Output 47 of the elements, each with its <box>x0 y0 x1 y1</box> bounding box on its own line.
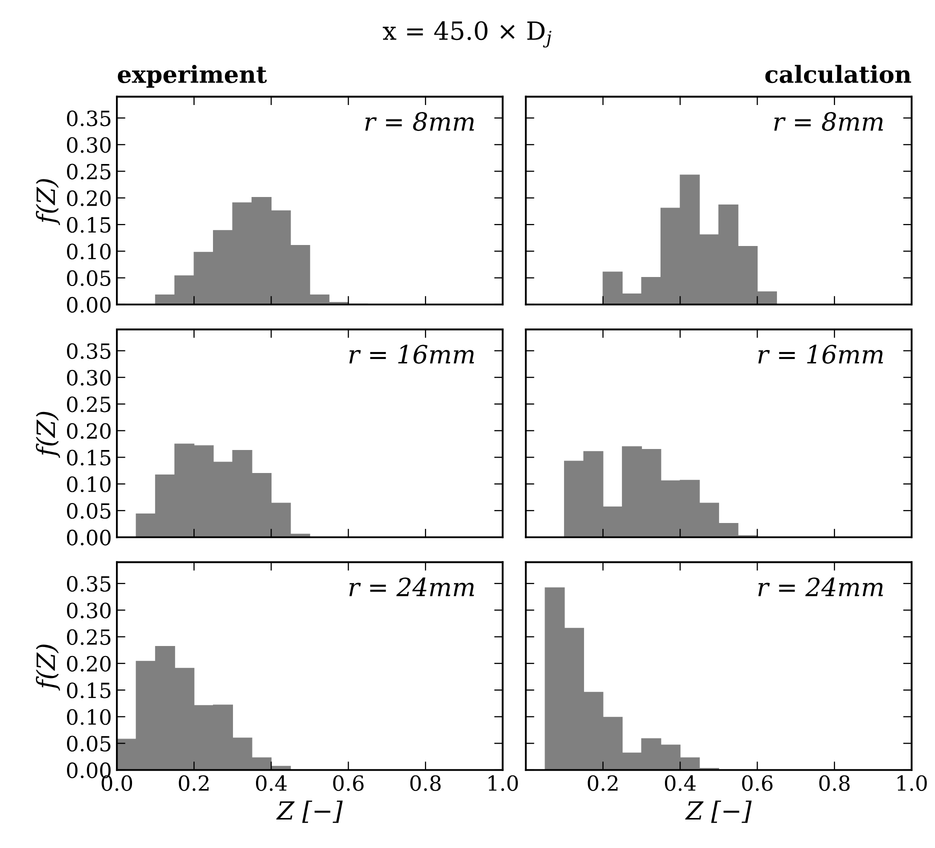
y-tick-label: 0.20 <box>67 423 111 439</box>
y-tick-label: 0.35 <box>67 110 110 126</box>
y-tick-label: 0.05 <box>67 736 110 752</box>
annotation: r = 16mm <box>758 344 883 364</box>
annotation: r = 24mm <box>758 578 883 596</box>
chart-subtitle: calculation <box>765 64 912 84</box>
y-axis-title: f(Z) <box>36 179 60 226</box>
y-tick-label: 0.10 <box>67 709 111 725</box>
chart-subtitle: experiment <box>118 64 267 88</box>
annotation: r = 16mm <box>349 344 474 364</box>
y-tick-label: 0.25 <box>67 164 110 180</box>
x-tick-label: 0.4 <box>256 775 287 791</box>
y-tick-label: 0.05 <box>67 270 110 286</box>
y-tick-label: 0.10 <box>67 244 111 260</box>
y-tick-label: 0.25 <box>67 396 110 412</box>
y-tick-label: 0.30 <box>67 602 111 618</box>
y-tick-label: 0.20 <box>67 190 111 206</box>
x-axis-title: Z [−] <box>276 800 343 823</box>
y-axis-title: f(Z) <box>36 644 60 691</box>
annotation: r = 8mm <box>774 112 883 131</box>
chart-title: x = 45.0 × D$_{j}$ <box>382 21 552 48</box>
x-tick-label: 0.4 <box>664 775 696 791</box>
y-tick-label: 0.15 <box>67 682 110 698</box>
x-tick-label: 1.0 <box>898 775 927 791</box>
y-tick-label: 0.15 <box>67 217 110 233</box>
x-axis-title: Z [−] <box>685 800 752 823</box>
y-tick-label: 0.10 <box>67 476 111 492</box>
annotation: r = 24mm <box>349 578 474 596</box>
y-axis-title: f(Z) <box>36 412 60 458</box>
x-tick-label: 0.6 <box>742 775 773 791</box>
y-tick-label: 0.35 <box>67 343 110 359</box>
x-tick-label: 0.2 <box>588 775 618 791</box>
y-tick-label: 0.15 <box>67 450 110 466</box>
y-tick-label: 0.30 <box>67 370 111 386</box>
y-tick-label: 0.00 <box>67 530 111 546</box>
y-tick-label: 0.30 <box>67 137 111 153</box>
x-tick-label: 0.6 <box>333 775 364 791</box>
x-tick-label: 1.0 <box>488 775 518 791</box>
y-tick-label: 0.25 <box>67 629 110 645</box>
x-tick-label: 0.8 <box>819 775 850 791</box>
y-tick-label: 0.05 <box>67 503 110 519</box>
y-tick-label: 0.00 <box>67 296 111 313</box>
x-tick-label: 0.2 <box>178 775 209 791</box>
x-tick-label: 0.8 <box>410 775 441 791</box>
annotation: r = 8mm <box>365 112 474 131</box>
y-tick-label: 0.20 <box>67 656 111 672</box>
y-tick-label: 0.35 <box>67 576 110 592</box>
